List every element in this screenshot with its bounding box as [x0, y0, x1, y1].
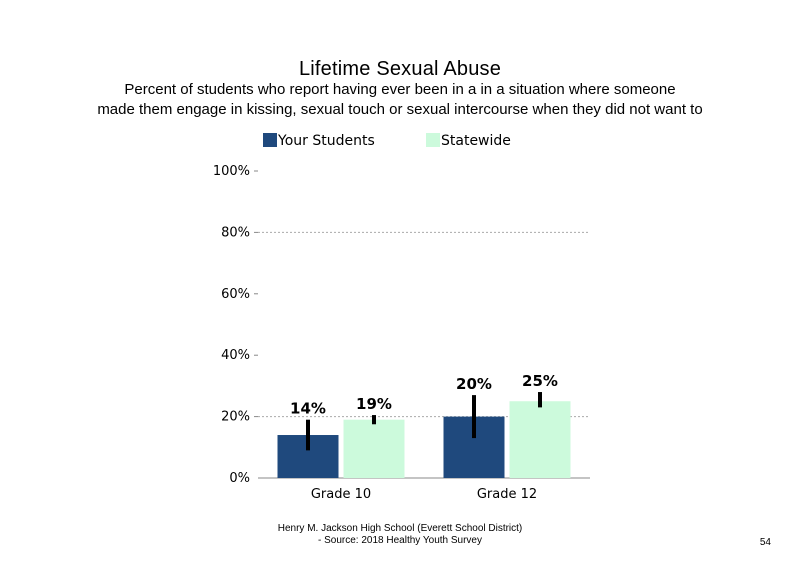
legend-label-statewide: Statewide	[441, 133, 511, 149]
y-tick-label: 20%	[221, 410, 250, 425]
footer-school: Henry M. Jackson High School (Everett Sc…	[277, 523, 523, 534]
y-tick-label: 60%	[221, 287, 250, 302]
chart-footer: Henry M. Jackson High School (Everett Sc…	[230, 523, 570, 547]
page-number: 54	[759, 537, 771, 548]
legend-item-statewide: Statewide	[426, 133, 511, 149]
data-label: 25%	[522, 372, 558, 390]
bar	[509, 401, 571, 478]
x-category-label: Grade 12	[477, 487, 537, 502]
data-label: 19%	[356, 395, 392, 413]
y-tick-label: 80%	[221, 225, 250, 240]
legend-label-your-students: Your Students	[278, 133, 375, 149]
x-category-label: Grade 10	[311, 487, 371, 502]
subtitle-line-1: Percent of students who report having ev…	[124, 81, 676, 98]
legend-swatch-statewide	[426, 133, 440, 147]
legend-swatch-your-students	[263, 133, 277, 147]
subtitle-line-2: made them engage in kissing, sexual touc…	[97, 101, 703, 118]
chart-title: Lifetime Sexual Abuse	[298, 58, 502, 80]
legend-item-your-students: Your Students	[263, 133, 375, 149]
y-tick-label: 100%	[213, 164, 250, 179]
data-label: 14%	[290, 400, 326, 418]
chart-subtitle: Percent of students who report having ev…	[40, 80, 760, 120]
bar	[343, 419, 405, 478]
data-label: 20%	[456, 375, 492, 393]
y-tick-label: 40%	[221, 348, 250, 363]
y-tick-label: 0%	[229, 471, 250, 486]
footer-source: - Source: 2018 Healthy Youth Survey	[318, 535, 482, 546]
